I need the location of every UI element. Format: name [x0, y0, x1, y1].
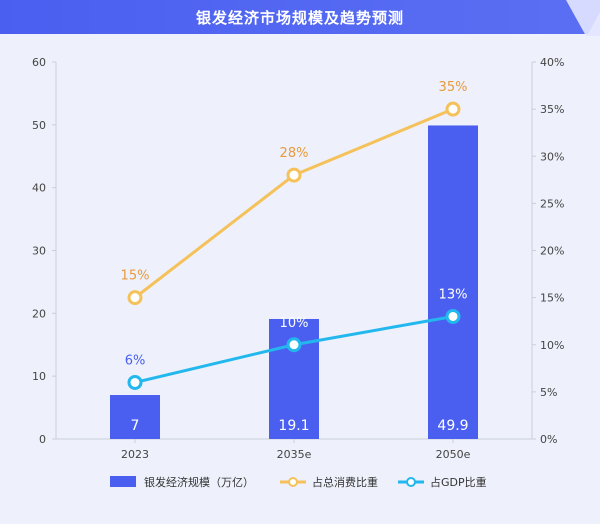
x-tick-label: 2023: [121, 448, 149, 461]
bar-value-label: 7: [131, 418, 140, 434]
legend-label: 银发经济规模（万亿）: [144, 475, 254, 489]
legend-label: 占总消费比重: [312, 475, 378, 489]
left-tick-label: 20: [32, 307, 46, 320]
series-line: [134, 107, 454, 299]
line-point: [286, 337, 302, 353]
line-value-label: 28%: [280, 146, 309, 161]
right-tick-label: 25%: [540, 197, 564, 210]
x-tick-label: 2035e: [277, 448, 312, 461]
left-tick-label: 0: [39, 433, 46, 446]
line-point: [445, 308, 461, 324]
right-tick-label: 0%: [540, 433, 557, 446]
line-value-label: 6%: [125, 353, 146, 368]
line-point: [127, 290, 143, 306]
legend-label: 占GDP比重: [430, 475, 487, 489]
line-value-label: 10%: [280, 316, 309, 331]
left-tick-label: 60: [32, 56, 46, 69]
right-tick-label: 30%: [540, 150, 564, 163]
left-tick-label: 10: [32, 370, 46, 383]
legend-line-marker: [288, 477, 298, 487]
x-tick-label: 2050e: [436, 448, 471, 461]
line-value-label: 15%: [121, 269, 150, 284]
line-value-label: 13%: [439, 287, 468, 302]
right-tick-label: 5%: [540, 386, 557, 399]
right-tick-label: 35%: [540, 103, 564, 116]
left-tick-label: 40: [32, 182, 46, 195]
right-tick-label: 10%: [540, 339, 564, 352]
line-point: [127, 374, 143, 390]
legend-line-marker: [406, 477, 416, 487]
left-tick-label: 50: [32, 119, 46, 132]
line-value-label: 35%: [439, 80, 468, 95]
bar: [110, 395, 160, 439]
bar: [428, 125, 478, 439]
chart-title: 银发经济市场规模及趋势预测: [195, 8, 404, 27]
bar-value-label: 19.1: [278, 418, 309, 434]
right-tick-label: 20%: [540, 245, 564, 258]
legend-bar-swatch: [110, 476, 136, 487]
line-point: [286, 167, 302, 183]
right-tick-label: 40%: [540, 56, 564, 69]
bar-value-label: 49.9: [437, 418, 468, 434]
right-tick-label: 15%: [540, 292, 564, 305]
line-point: [445, 101, 461, 117]
left-tick-label: 30: [32, 245, 46, 258]
title-banner: [0, 0, 600, 36]
